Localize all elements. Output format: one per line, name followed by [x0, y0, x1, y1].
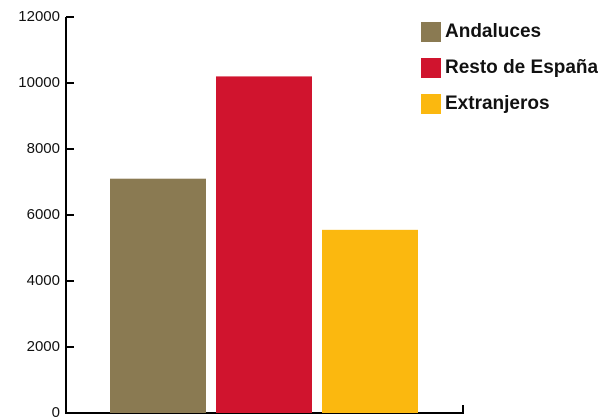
bar-andaluces	[110, 178, 206, 413]
y-tick-label: 12000	[18, 8, 60, 25]
bar-resto-de-espa-a	[216, 76, 312, 414]
legend: Andaluces Resto de España Extranjeros	[421, 21, 598, 114]
y-tick-label: 4000	[27, 272, 60, 289]
legend-label: Resto de España	[445, 57, 598, 78]
y-tick-label: 6000	[27, 206, 60, 223]
bar-extranjeros	[322, 229, 418, 413]
bars	[110, 76, 418, 414]
y-tick-label: 10000	[18, 74, 60, 91]
legend-swatch	[421, 22, 441, 42]
legend-swatch	[421, 94, 441, 114]
y-tick-label: 0	[52, 404, 60, 419]
y-tick-label: 2000	[27, 338, 60, 355]
legend-swatch	[421, 58, 441, 78]
y-axis-ticks: 0 2000 4000 6000 8000 10000 12000	[18, 8, 74, 419]
legend-label: Andaluces	[445, 21, 541, 42]
y-tick-label: 8000	[27, 140, 60, 157]
legend-label: Extranjeros	[445, 93, 550, 114]
